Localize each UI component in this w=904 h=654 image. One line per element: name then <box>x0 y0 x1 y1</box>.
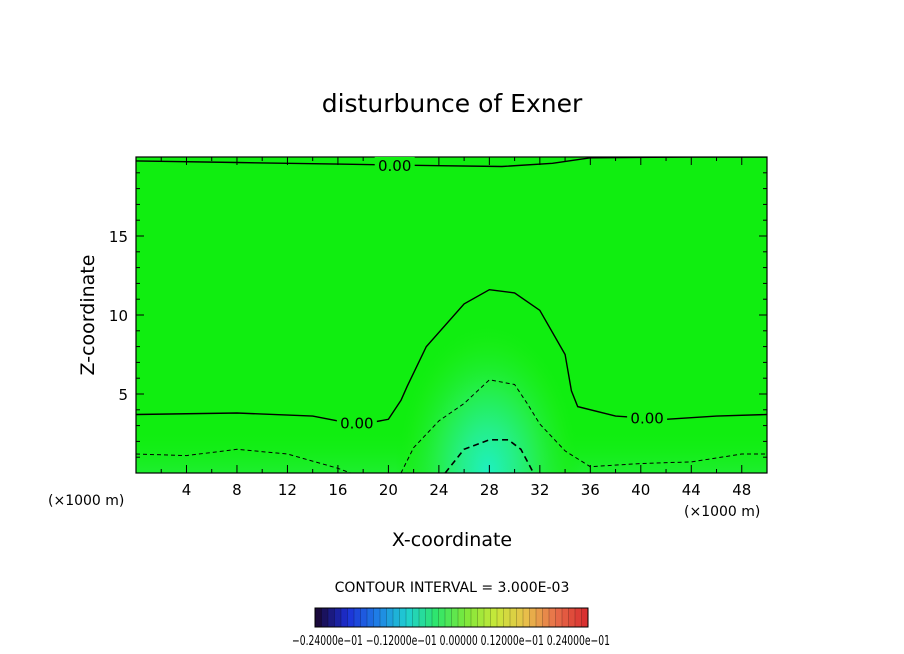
y-tick-label: 10 <box>109 307 128 325</box>
colorbar-cell <box>445 608 452 627</box>
chart-title: disturbunce of Exner <box>322 89 583 118</box>
colorbar-cell <box>464 608 472 627</box>
colorbar-cell <box>549 608 556 627</box>
x-tick-label: 24 <box>429 481 448 499</box>
colorbar-cell <box>477 608 485 627</box>
contour-labels: 0.00 0.00 0.00 <box>336 156 668 432</box>
contour-interval: CONTOUR INTERVAL = 3.000E-03 <box>335 580 570 596</box>
colorbar-cell <box>484 608 491 627</box>
colorbar-cell <box>503 608 511 627</box>
colorbar-cell <box>555 608 563 627</box>
colorbar-cell <box>321 608 329 627</box>
colorbar-cell <box>406 608 413 627</box>
colorbar-frame <box>314 607 589 628</box>
colorbar-cell <box>471 608 478 627</box>
contour-label: 0.00 <box>340 414 373 432</box>
colorbar-cell <box>373 608 381 627</box>
colorbar-cell <box>575 608 582 627</box>
contour-label-bg <box>336 414 377 431</box>
contour-label-bg <box>627 409 668 426</box>
colorbar-cell <box>315 608 322 627</box>
contour-label-bg <box>374 156 415 173</box>
colorbar-cell <box>516 608 524 627</box>
colorbar-cell <box>399 608 407 627</box>
colorbar-cell <box>367 608 374 627</box>
x-tick-label: 36 <box>581 481 600 499</box>
bubble-shading <box>360 250 620 473</box>
colorbar-cell <box>529 608 537 627</box>
colorbar-cell <box>347 608 355 627</box>
y-axis-label: Z-coordinate <box>77 255 99 376</box>
x-tick-label: 48 <box>732 481 751 499</box>
colorbar-cell <box>490 608 498 627</box>
x-tick-label: 44 <box>682 481 701 499</box>
x-tick-label: 4 <box>182 481 192 499</box>
colorbar-cell <box>536 608 543 627</box>
x-tick-label: 40 <box>631 481 650 499</box>
colorbar-cell <box>458 608 465 627</box>
y-tick-label: 15 <box>109 228 128 246</box>
x-tick-label: 32 <box>530 481 549 499</box>
x-unit-left: (×1000 m) <box>48 493 124 509</box>
colorbar-cell <box>562 608 569 627</box>
colorbar-cell <box>328 608 335 627</box>
colorbar <box>314 607 589 628</box>
colorbar-cell <box>419 608 426 627</box>
colorbar-cell <box>380 608 387 627</box>
x-ticks: 4 8 12 16 20 24 28 32 36 40 44 48 <box>160 157 751 499</box>
colorbar-cell <box>354 608 361 627</box>
y-tick-label: 5 <box>118 386 128 404</box>
colorbar-cell <box>360 608 368 627</box>
x-unit-right: (×1000 m) <box>684 504 760 520</box>
contour-label: 0.00 <box>630 410 663 428</box>
contour-label: 0.00 <box>378 157 411 175</box>
x-axis-label: X-coordinate <box>392 529 512 551</box>
x-tick-label: 16 <box>328 481 347 499</box>
colorbar-cell <box>497 608 504 627</box>
colorbar-cell <box>542 608 550 627</box>
colorbar-cell <box>432 608 439 627</box>
colorbar-cell <box>334 608 342 627</box>
colorbar-tick-labels: −0.24000e−01 −0.12000e−01 0.00000 0.1200… <box>292 634 610 649</box>
contour-line-3 <box>400 379 767 473</box>
colorbar-cell <box>438 608 446 627</box>
colorbar-cell <box>510 608 517 627</box>
x-tick-label: 28 <box>480 481 499 499</box>
colorbar-cell <box>568 608 576 627</box>
y-ticks: 5 10 15 <box>109 172 767 458</box>
colorbar-cell <box>412 608 420 627</box>
x-tick-label: 8 <box>232 481 242 499</box>
colorbar-cell <box>451 608 459 627</box>
colorbar-cell <box>386 608 394 627</box>
contour-line-2 <box>136 448 351 473</box>
colorbar-cell <box>523 608 530 627</box>
colorbar-cell <box>393 608 400 627</box>
x-tick-label: 20 <box>379 481 398 499</box>
colorbar-cell <box>425 608 433 627</box>
x-tick-label: 12 <box>278 481 297 499</box>
contour-line-4 <box>444 438 535 473</box>
colorbar-cell <box>341 608 348 627</box>
colorbar-cell <box>581 608 589 627</box>
